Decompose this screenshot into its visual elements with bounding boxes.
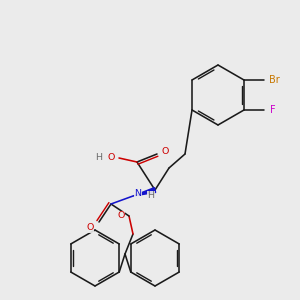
Text: O: O: [161, 148, 169, 157]
Polygon shape: [133, 188, 156, 196]
Text: H: H: [148, 191, 154, 200]
Text: Br: Br: [268, 75, 279, 85]
Text: H: H: [95, 154, 103, 163]
Text: N: N: [134, 188, 142, 197]
Text: O: O: [86, 224, 94, 232]
Text: O: O: [107, 154, 115, 163]
Text: O: O: [117, 212, 125, 220]
Text: F: F: [270, 105, 276, 115]
